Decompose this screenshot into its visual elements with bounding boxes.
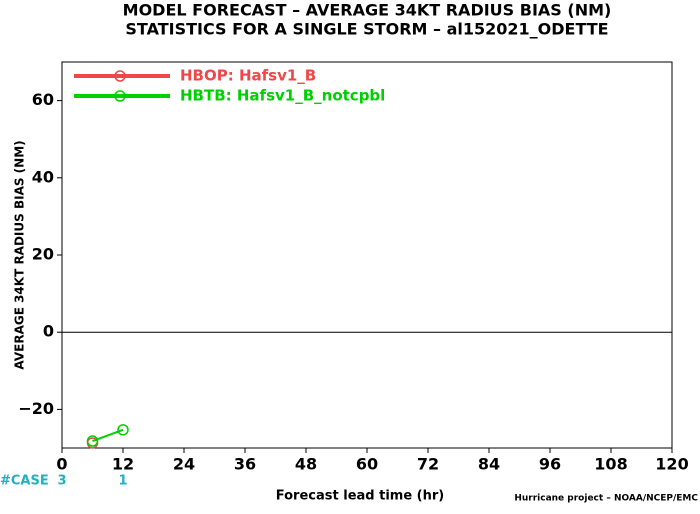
- legend-marker: [114, 70, 126, 82]
- y-axis-label: AVERAGE 34KT RADIUS BIAS (NM): [13, 140, 27, 369]
- series-point: [117, 424, 129, 436]
- case-count: 1: [118, 474, 127, 489]
- x-tick-label: 96: [539, 455, 561, 474]
- chart-subtitle: STATISTICS FOR A SINGLE STORM – al152021…: [125, 20, 608, 39]
- chart-title: MODEL FORECAST – AVERAGE 34KT RADIUS BIA…: [123, 1, 612, 20]
- x-tick-label: 84: [478, 455, 500, 474]
- x-tick-label: 24: [173, 455, 195, 474]
- x-tick-label: 12: [112, 455, 134, 474]
- case-label: #CASE: [0, 474, 49, 489]
- y-tick-label: 20: [32, 245, 54, 264]
- x-tick-label: 48: [295, 455, 317, 474]
- legend-label: HBTB: Hafsv1_B_notcpbl: [180, 87, 385, 105]
- x-tick-label: 60: [356, 455, 378, 474]
- x-tick-label: 72: [417, 455, 439, 474]
- series-point: [86, 435, 99, 447]
- legend-label: HBOP: Hafsv1_B: [180, 67, 316, 85]
- credit: Hurricane project – NOAA/NCEP/EMC: [514, 494, 698, 504]
- x-tick-label: 120: [655, 455, 688, 474]
- y-tick-label: 0: [43, 322, 54, 341]
- x-tick-label: 0: [56, 455, 67, 474]
- y-tick-label: 40: [32, 167, 54, 186]
- case-count: 3: [57, 474, 66, 489]
- x-tick-label: 36: [234, 455, 256, 474]
- x-axis-label: Forecast lead time (hr): [276, 489, 444, 504]
- y-tick-label: −20: [18, 399, 54, 418]
- legend-marker: [114, 90, 126, 102]
- y-tick-label: 60: [32, 90, 54, 109]
- plot-frame: [61, 61, 673, 449]
- x-tick-label: 108: [594, 455, 627, 474]
